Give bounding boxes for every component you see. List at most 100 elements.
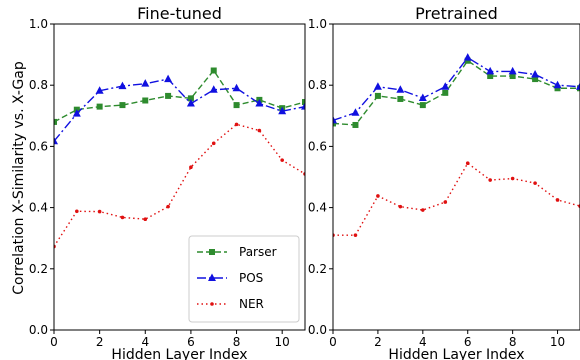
- panel-1: Pretrained Hidden Layer Index 0.0 0.2 0.4 0.6…: [308, 4, 580, 360]
- data-point-parser: [233, 102, 240, 109]
- y-tick-label: 0.4: [308, 201, 327, 215]
- data-point-ner: [421, 208, 425, 212]
- data-point-ner: [75, 209, 79, 214]
- x-tick-label: 10: [275, 335, 290, 349]
- x-tick-label: 2: [374, 335, 382, 349]
- data-point-parser: [187, 95, 194, 102]
- data-point-parser: [397, 95, 404, 102]
- data-point-parser: [442, 89, 449, 96]
- series-group: [333, 53, 580, 237]
- legend-marker: [208, 273, 216, 281]
- y-tick-label: 0.8: [308, 78, 327, 92]
- y-tick-label: 0.6: [308, 139, 327, 153]
- y-tick-label: 0.2: [308, 262, 327, 276]
- data-point-parser: [119, 102, 126, 109]
- legend-marker: [209, 249, 215, 255]
- data-point-parser: [554, 85, 561, 92]
- legend-marker: [210, 302, 214, 306]
- data-point-pos: [441, 82, 450, 90]
- data-point-parser: [302, 99, 305, 106]
- series-group: [54, 67, 305, 249]
- y-tick-label: 0.2: [29, 262, 48, 276]
- legend-label: POS: [239, 271, 263, 285]
- data-point-ner: [488, 178, 492, 182]
- y-tick-label: 1.0: [308, 17, 327, 31]
- legend-box: [188, 235, 300, 323]
- series-line-ner: [333, 162, 580, 236]
- x-axis-label: Hidden Layer Index: [111, 347, 247, 360]
- x-tick-label: 0: [329, 335, 337, 349]
- data-point-ner: [443, 200, 448, 204]
- data-point-parser: [464, 57, 471, 64]
- data-point-parser: [333, 120, 336, 127]
- legend: Parser POS NER: [188, 235, 300, 323]
- y-tick-label: 0.4: [29, 201, 48, 215]
- data-point-parser: [165, 92, 172, 99]
- data-point-parser: [509, 73, 516, 80]
- x-tick-label: 4: [419, 335, 427, 349]
- data-point-parser: [374, 92, 381, 99]
- data-point-pos: [232, 83, 241, 92]
- data-point-ner: [189, 165, 193, 170]
- y-tick-label: 0.8: [29, 78, 48, 92]
- x-tick-label: 10: [550, 335, 565, 349]
- chart-title: Pretrained: [415, 4, 498, 23]
- data-point-ner: [353, 233, 358, 237]
- data-point-ner: [211, 141, 216, 146]
- x-axis-label: Hidden Layer Index: [388, 347, 524, 360]
- data-point-pos: [333, 115, 337, 124]
- data-point-pos: [186, 99, 195, 107]
- panel-0: Fine-tuned Hidden Layer Index 0.0 0.2 0.4 0.6…: [29, 4, 306, 360]
- data-point-pos: [72, 109, 81, 117]
- data-point-pos: [576, 82, 580, 90]
- data-point-parser: [532, 76, 539, 83]
- x-tick-label: 6: [187, 335, 195, 349]
- data-point-ner: [555, 198, 560, 202]
- data-point-pos: [553, 80, 562, 89]
- data-point-pos: [164, 74, 173, 83]
- y-axis-label: Correlation X-Similarity vs. X-Gap: [11, 61, 27, 295]
- y-tick-label: 0.0: [29, 323, 48, 337]
- plot-frame: [332, 23, 580, 331]
- data-point-ner: [533, 181, 537, 185]
- data-point-ner: [398, 204, 403, 209]
- y-tick-label: 0.0: [308, 323, 327, 337]
- data-point-parser: [352, 121, 359, 128]
- data-point-ner: [510, 176, 515, 181]
- data-point-pos: [54, 136, 58, 145]
- series-line-ner: [54, 123, 305, 247]
- x-tick-label: 6: [464, 335, 472, 349]
- data-point-pos: [95, 86, 104, 94]
- data-point-pos: [118, 81, 127, 90]
- y-tick-label: 0.6: [29, 139, 48, 153]
- data-point-pos: [209, 85, 218, 93]
- x-tick-label: 2: [96, 335, 104, 349]
- legend-label: NER: [239, 297, 264, 311]
- data-point-ner: [143, 217, 148, 222]
- data-point-pos: [396, 85, 405, 93]
- data-point-pos: [301, 102, 305, 110]
- data-point-parser: [487, 73, 494, 80]
- data-point-pos: [141, 79, 150, 87]
- data-point-parser: [54, 118, 57, 125]
- x-tick-label: 8: [233, 335, 241, 349]
- x-tick-label: 4: [141, 335, 149, 349]
- data-point-parser: [96, 103, 103, 110]
- y-tick-label: 1.0: [29, 17, 48, 31]
- series-line-pos: [54, 78, 305, 142]
- data-point-pos: [351, 108, 360, 116]
- data-point-ner: [465, 161, 470, 166]
- data-point-parser: [419, 102, 426, 109]
- panels: Fine-tuned Hidden Layer Index 0.0 0.2 0.4 0.6…: [29, 4, 580, 360]
- data-point-pos: [531, 69, 540, 78]
- chart-title: Fine-tuned: [137, 4, 222, 23]
- data-point-ner: [257, 128, 262, 133]
- legend-label: Parser: [239, 245, 277, 259]
- series-line-parser: [333, 59, 580, 126]
- x-tick-label: 8: [509, 335, 517, 349]
- plot-frame: [53, 23, 306, 331]
- data-point-ner: [97, 209, 102, 214]
- series-line-pos: [333, 56, 580, 122]
